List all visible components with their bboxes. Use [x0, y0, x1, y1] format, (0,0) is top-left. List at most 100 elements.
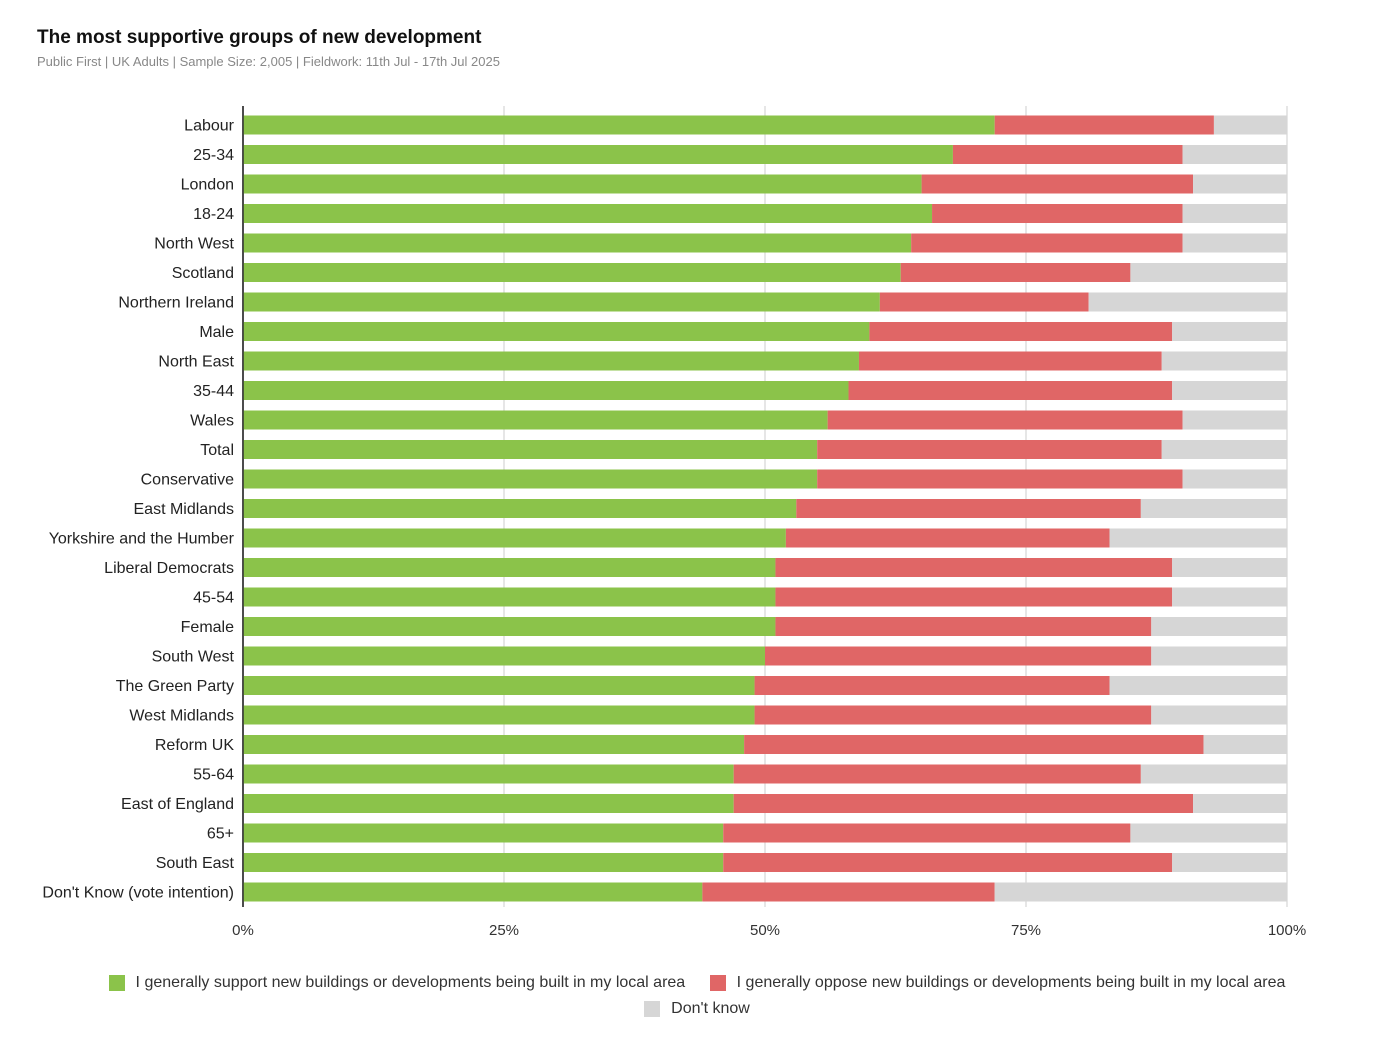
bar-segment-oppose	[796, 499, 1141, 518]
bar-segment-dont-know	[1109, 676, 1287, 695]
bar-segment-oppose	[723, 853, 1173, 872]
bar-segment-oppose	[775, 617, 1152, 636]
bar-segment-support	[243, 587, 776, 607]
chart-subtitle: Public First | UK Adults | Sample Size: …	[37, 54, 500, 69]
legend: I generally support new buildings or dev…	[0, 972, 1394, 1024]
bar-segment-support	[243, 440, 818, 459]
category-label: 18-24	[193, 206, 234, 223]
category-label: Conservative	[141, 472, 234, 489]
category-label: East of England	[121, 796, 234, 813]
bar-segment-support	[243, 410, 828, 430]
category-label: North East	[158, 354, 234, 371]
bar-segment-support	[243, 499, 797, 518]
category-label: South West	[152, 649, 235, 666]
bar-segment-dont-know	[1172, 853, 1287, 872]
legend-label: I generally support new buildings or dev…	[135, 974, 686, 991]
bar-segment-dont-know	[1172, 587, 1287, 607]
category-label: 65+	[207, 826, 234, 843]
legend-item-support: I generally support new buildings or dev…	[108, 972, 686, 994]
category-label: London	[181, 177, 234, 194]
bar-segment-oppose	[858, 351, 1162, 371]
category-label: 45-54	[193, 590, 234, 607]
bar-segment-dont-know	[1151, 646, 1287, 666]
bar-segment-dont-know	[1161, 351, 1287, 371]
bar-segment-oppose	[911, 233, 1183, 253]
bar-segment-oppose	[869, 322, 1173, 341]
bar-segment-dont-know	[1172, 558, 1287, 577]
category-label: West Midlands	[129, 708, 234, 725]
bar-segment-oppose	[785, 528, 1110, 548]
bar-segment-dont-know	[1109, 528, 1287, 548]
bar-segment-oppose	[952, 145, 1183, 164]
bar-segment-dont-know	[1182, 469, 1287, 489]
legend-swatch-oppose	[709, 975, 726, 991]
bar-segment-support	[243, 882, 703, 902]
bar-segment-oppose	[932, 204, 1183, 223]
bar-segment-support	[243, 263, 901, 282]
bar-segment-support	[243, 705, 755, 725]
x-tick-label: 100%	[1268, 922, 1306, 939]
category-label: Labour	[184, 118, 234, 135]
bar-segment-support	[243, 646, 765, 666]
legend-label: I generally oppose new buildings or deve…	[736, 974, 1286, 991]
bar-segment-dont-know	[1140, 764, 1287, 784]
category-label: Northern Ireland	[118, 295, 234, 312]
bar-segment-support	[243, 322, 870, 341]
x-tick-label: 0%	[232, 922, 254, 939]
bar-segment-dont-know	[1130, 823, 1287, 843]
bar-segment-dont-know	[1140, 499, 1287, 518]
bar-segment-support	[243, 292, 880, 312]
chart-title: The most supportive groups of new develo…	[37, 27, 482, 48]
bar-segment-oppose	[848, 381, 1173, 400]
bar-segment-support	[243, 115, 995, 135]
category-label: Female	[181, 619, 234, 636]
category-label: Wales	[190, 413, 234, 430]
category-label: Male	[199, 324, 234, 341]
bar-segment-dont-know	[1193, 174, 1287, 194]
bar-segment-dont-know	[1151, 705, 1287, 725]
bar-segment-support	[243, 764, 734, 784]
legend-item-oppose: I generally oppose new buildings or deve…	[709, 972, 1286, 994]
x-tick-label: 75%	[1011, 922, 1041, 939]
category-label: Liberal Democrats	[104, 560, 234, 577]
legend-label: Don't know	[671, 1000, 750, 1017]
bar-segment-dont-know	[1182, 410, 1287, 430]
category-label: The Green Party	[116, 678, 234, 695]
bar-segment-dont-know	[994, 882, 1287, 902]
bar-segment-oppose	[754, 705, 1152, 725]
bar-segment-support	[243, 794, 734, 813]
bar-segment-support	[243, 676, 755, 695]
category-label: East Midlands	[134, 501, 235, 518]
bar-segment-support	[243, 145, 953, 164]
bar-segment-dont-know	[1172, 381, 1287, 400]
bar-segment-oppose	[733, 764, 1141, 784]
bar-segment-oppose	[744, 735, 1204, 754]
bar-segment-oppose	[754, 676, 1110, 695]
x-tick-label: 50%	[750, 922, 780, 939]
bar-segment-oppose	[827, 410, 1183, 430]
bar-segment-dont-know	[1130, 263, 1287, 282]
bar-segment-oppose	[817, 469, 1183, 489]
bar-segment-support	[243, 351, 859, 371]
bar-segment-oppose	[900, 263, 1131, 282]
category-label: Scotland	[172, 265, 234, 282]
category-label: Yorkshire and the Humber	[49, 531, 235, 548]
category-label: 55-64	[193, 767, 234, 784]
bar-segment-support	[243, 528, 786, 548]
bar-segment-support	[243, 469, 818, 489]
bar-segment-oppose	[733, 794, 1194, 813]
bar-segment-dont-know	[1203, 735, 1287, 754]
category-label: Don't Know (vote intention)	[42, 885, 234, 902]
bar-segment-oppose	[775, 587, 1173, 607]
bar-segment-oppose	[879, 292, 1089, 312]
bar-segment-oppose	[765, 646, 1152, 666]
bar-segment-dont-know	[1182, 145, 1287, 164]
legend-swatch-dont-know	[644, 1001, 661, 1017]
bar-segment-oppose	[994, 115, 1214, 135]
bar-segment-support	[243, 381, 849, 400]
bar-segment-dont-know	[1182, 233, 1287, 253]
bar-segment-support	[243, 233, 912, 253]
category-label: 25-34	[193, 147, 234, 164]
bar-segment-oppose	[817, 440, 1162, 459]
